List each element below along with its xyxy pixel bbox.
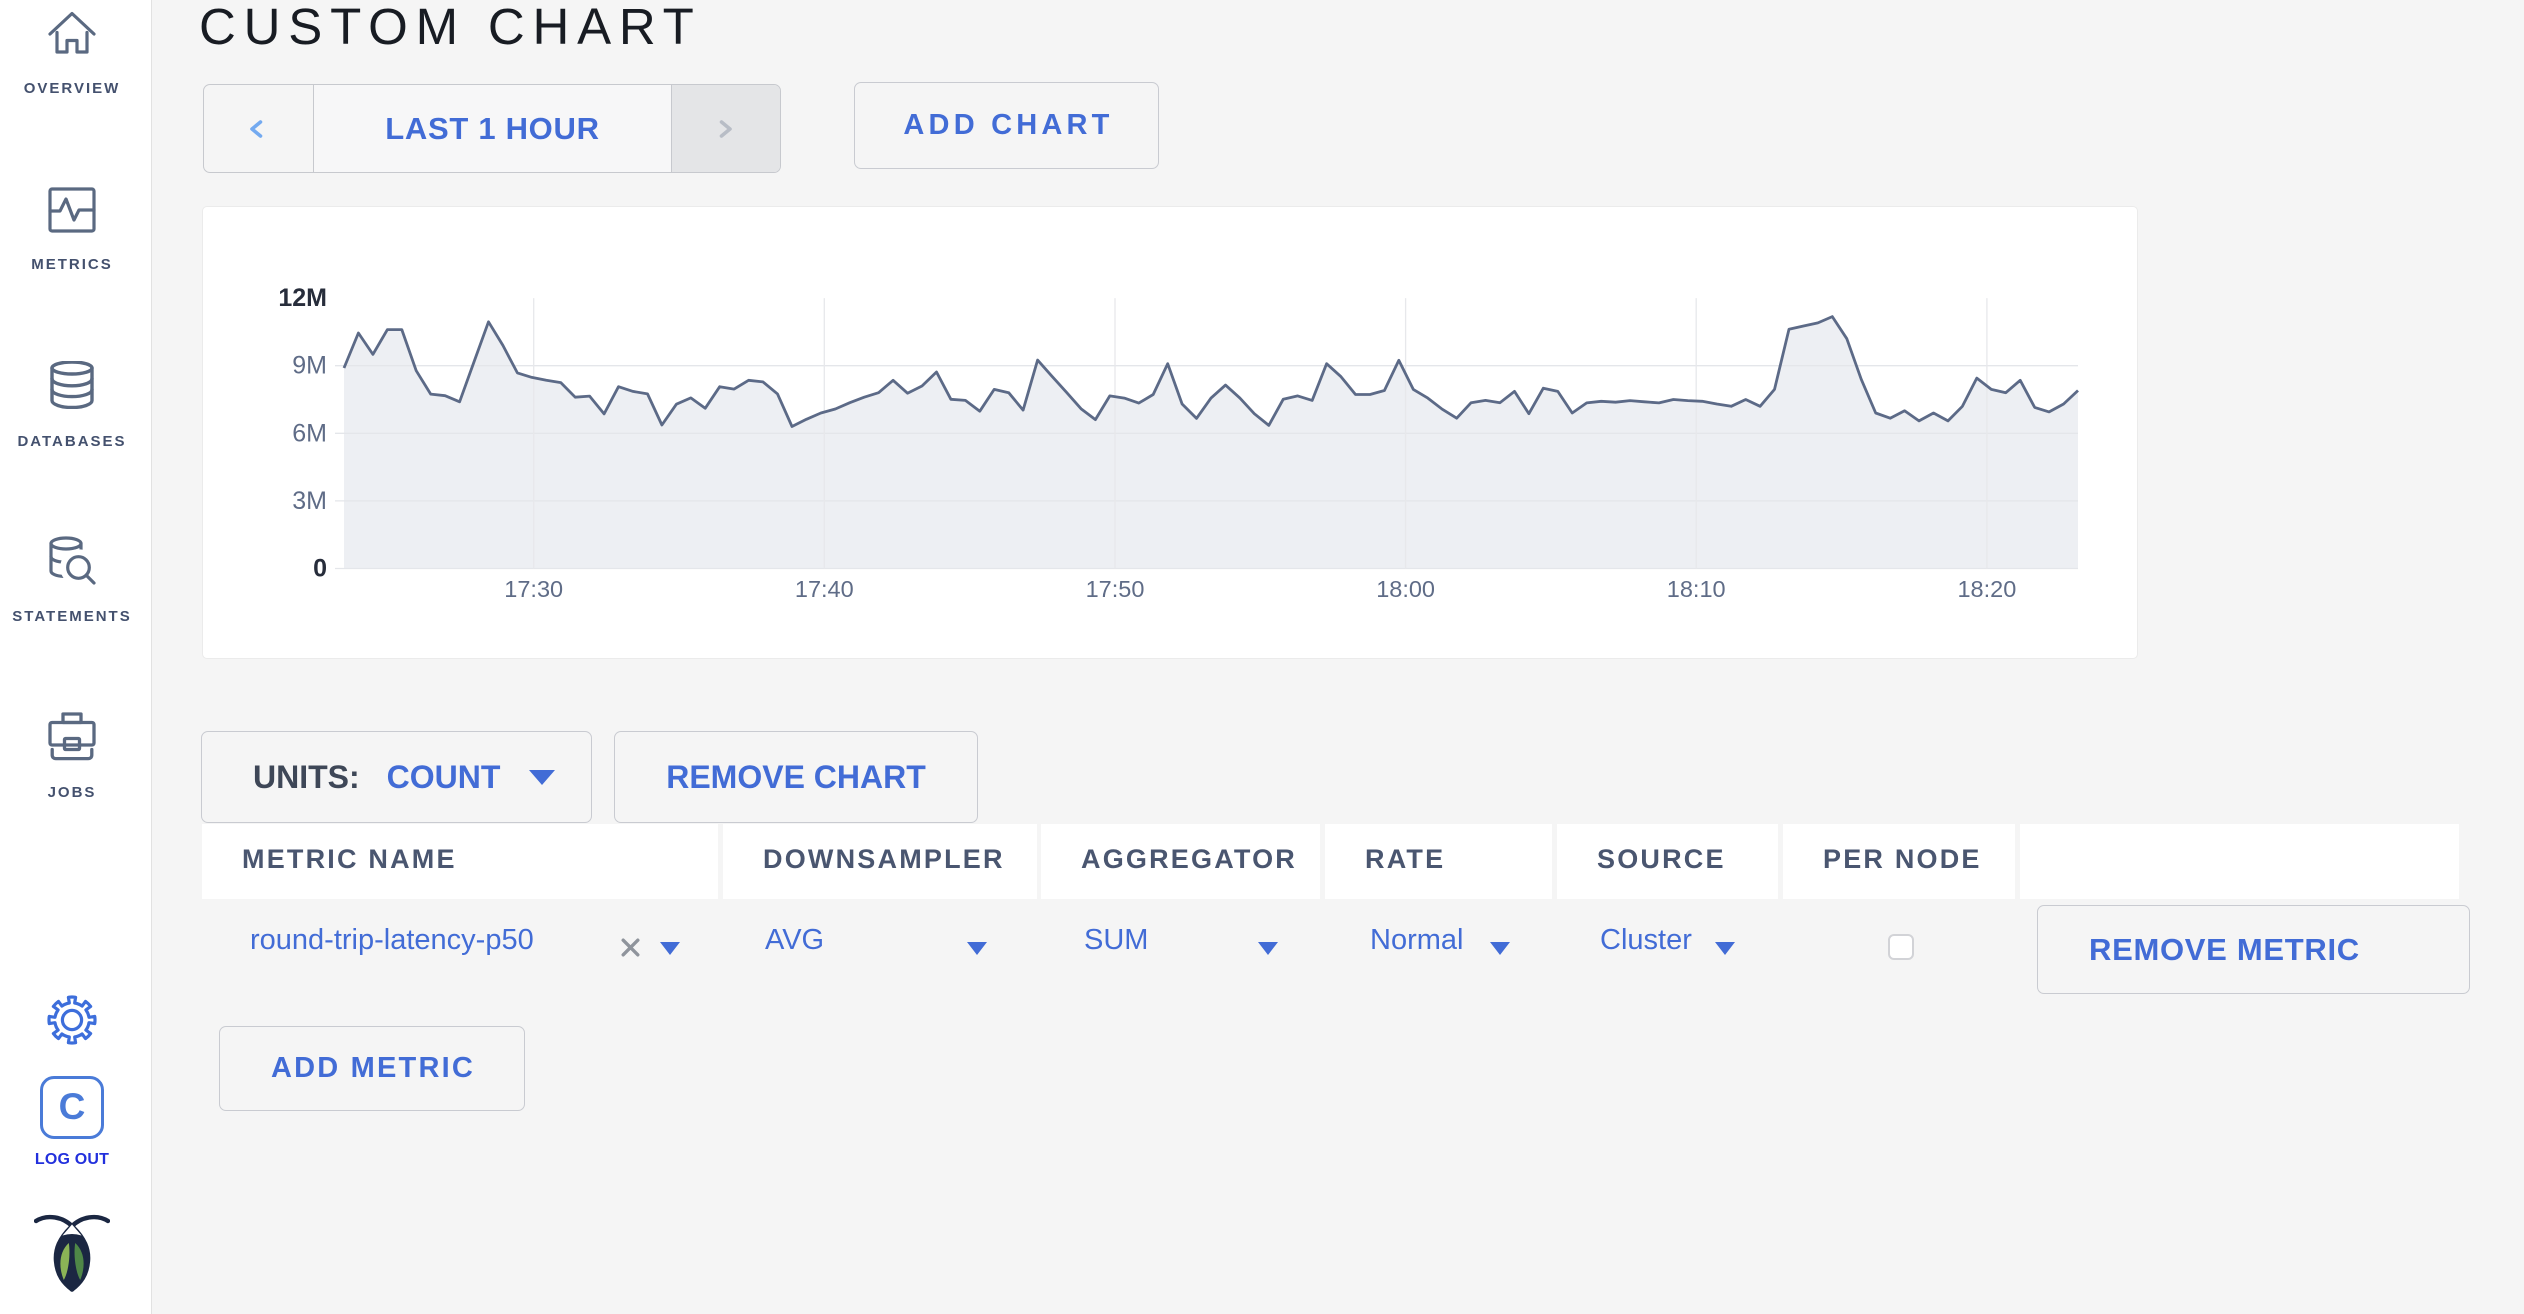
svg-text:17:30: 17:30	[504, 576, 563, 602]
svg-text:17:50: 17:50	[1086, 576, 1145, 602]
svg-text:18:20: 18:20	[1957, 576, 2016, 602]
svg-text:0: 0	[313, 555, 327, 583]
svg-text:12M: 12M	[278, 284, 327, 312]
svg-text:6M: 6M	[292, 419, 327, 447]
svg-text:9M: 9M	[292, 352, 327, 380]
svg-text:18:00: 18:00	[1376, 576, 1435, 602]
svg-text:17:40: 17:40	[795, 576, 854, 602]
svg-text:3M: 3M	[292, 487, 327, 515]
svg-text:18:10: 18:10	[1667, 576, 1726, 602]
